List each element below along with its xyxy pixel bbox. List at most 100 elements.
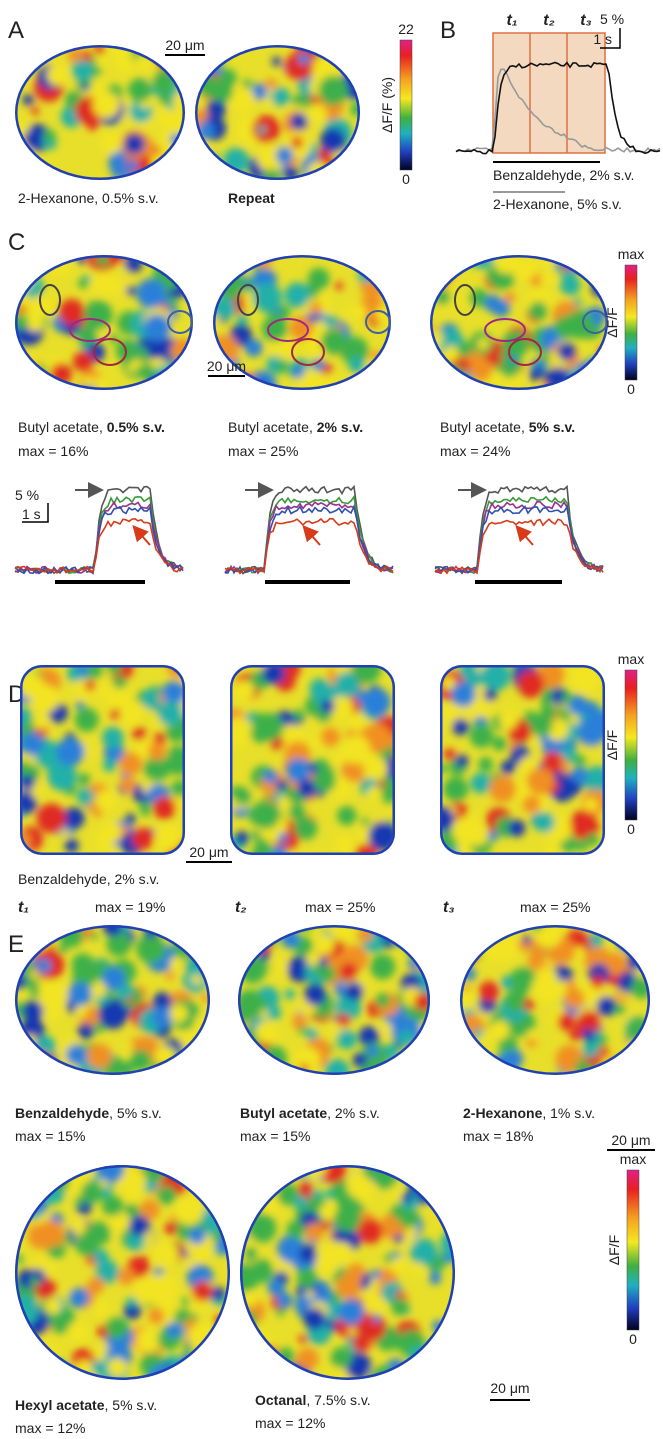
heat-blob (468, 938, 483, 953)
heat-blob (116, 339, 139, 362)
heat-blob (286, 758, 310, 782)
heat-blob (119, 700, 146, 727)
heat-blob (88, 1221, 111, 1244)
heat-blob (137, 1328, 162, 1353)
heat-blob (239, 1310, 257, 1328)
heat-blob (440, 1230, 468, 1258)
heat-blob (185, 278, 193, 286)
heat-blob (348, 62, 370, 84)
heat-blob (600, 345, 614, 359)
heat-blob (305, 104, 327, 126)
heat-blob (361, 818, 369, 826)
heat-blob (469, 724, 493, 748)
heat-blob (75, 1004, 88, 1017)
heat-blob (331, 919, 354, 942)
heat-blobs (231, 1151, 468, 1392)
heat-blob (426, 369, 437, 380)
heat-blob (204, 151, 218, 165)
heat-blob (391, 1298, 409, 1316)
heat-blob (527, 954, 541, 968)
heat-blob (9, 1209, 28, 1228)
heat-blob (199, 1178, 219, 1198)
heat-blob (124, 133, 145, 154)
caption-part: Octanal (255, 1392, 306, 1408)
heat-blob (508, 820, 525, 837)
heat-blob (258, 998, 268, 1008)
heat-blob (67, 1321, 88, 1342)
heat-blob (585, 364, 609, 388)
heat-blob (154, 1242, 178, 1266)
heat-blob (336, 1274, 361, 1299)
heat-blob (102, 1195, 123, 1216)
heat-blob (324, 315, 337, 328)
heat-blob (263, 1163, 280, 1180)
heat-blob (308, 161, 329, 182)
heat-blob (423, 272, 439, 288)
heat-blob (198, 1167, 206, 1175)
heat-blob (457, 342, 472, 357)
heat-blob (262, 661, 285, 684)
heat-blob (245, 339, 263, 357)
heat-blob (201, 260, 228, 287)
heat-blob (230, 87, 255, 112)
label: 20 μm (165, 37, 204, 53)
heat-blob (257, 125, 266, 134)
heat-blob (380, 784, 399, 803)
heat-blob (162, 160, 178, 176)
heat-blob (440, 1173, 458, 1191)
heat-blob (182, 1030, 208, 1056)
label: max = 18% (463, 1128, 533, 1144)
heat-blob (306, 1290, 315, 1299)
heat-blob (78, 773, 91, 786)
heat-blob (153, 796, 176, 819)
heat-blob (429, 1172, 440, 1183)
heat-blob (564, 988, 585, 1009)
colorbar (625, 265, 637, 380)
heat-blob (586, 833, 599, 846)
heat-blob (47, 64, 69, 86)
label: max (620, 1151, 646, 1167)
heat-blob (8, 162, 22, 176)
label: ΔF/F (604, 730, 620, 760)
caption-part: Hexyl acetate (15, 1397, 105, 1413)
heat-blob (362, 688, 391, 717)
heat-blob (238, 1360, 267, 1389)
heat-blob (251, 1373, 261, 1383)
heat-blob (76, 701, 84, 709)
scale-label: 20 μm (490, 1380, 529, 1396)
caption-part: , 5% s.v. (105, 1397, 158, 1413)
heat-blob (55, 1166, 66, 1177)
heat-blob (10, 1214, 26, 1230)
heat-blob (118, 1268, 135, 1285)
heat-blob (242, 722, 253, 733)
heat-blob (574, 245, 594, 265)
heat-blob (268, 1279, 286, 1297)
heat-blob (293, 709, 304, 720)
heat-blob (318, 75, 348, 105)
heat-blob (141, 806, 151, 816)
heat-blob (248, 917, 266, 935)
heat-blob (367, 378, 380, 391)
heat-blob (374, 375, 400, 401)
heat-blob (634, 1048, 660, 1074)
heat-blob (176, 1054, 205, 1083)
heat-blob (342, 735, 371, 764)
heat-blob (499, 711, 517, 729)
heat-blob (626, 1047, 646, 1067)
heat-blob (444, 749, 456, 761)
label: t₁ (18, 899, 29, 916)
heat-blob (134, 1276, 162, 1304)
heatmap (183, 34, 370, 187)
heat-blob (266, 1366, 281, 1381)
caption: 2-Hexanone, 1% s.v. (463, 1105, 595, 1121)
heat-blob (360, 372, 375, 387)
heat-blob (193, 942, 208, 957)
heat-blob (166, 1322, 182, 1338)
heatmap (4, 1155, 238, 1389)
heat-blob (113, 676, 126, 689)
label: max (618, 651, 644, 667)
label: ΔF/F (604, 307, 620, 337)
heat-blob (337, 806, 356, 825)
heat-blob (554, 771, 565, 782)
heat-blob (571, 767, 588, 784)
